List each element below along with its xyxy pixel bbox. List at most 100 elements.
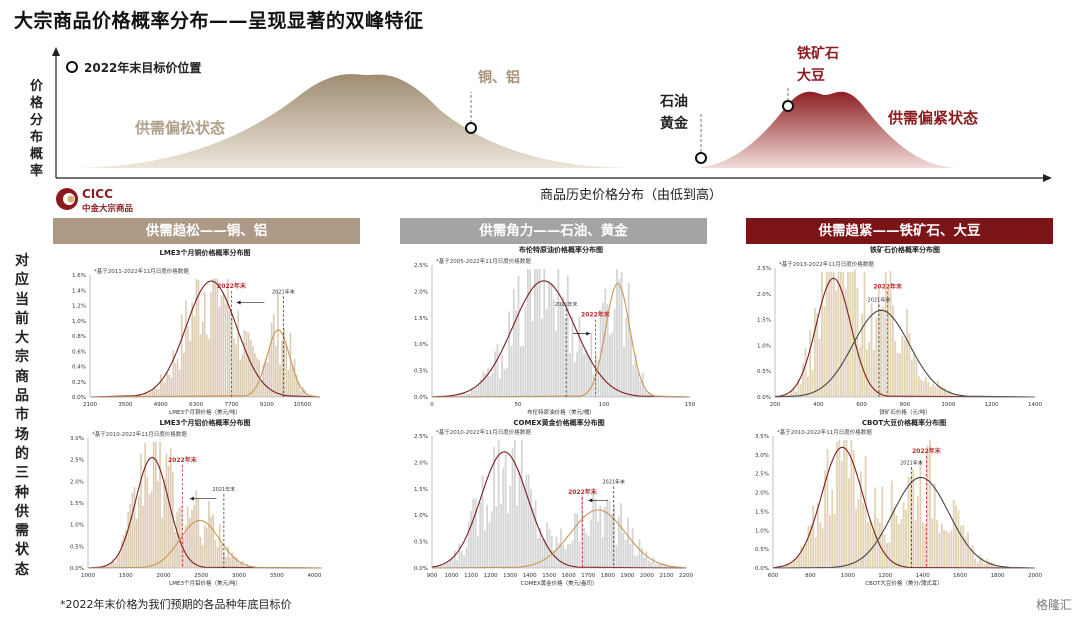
histogram-bar xyxy=(129,503,132,568)
x-tick-label: 800 xyxy=(805,573,816,579)
y-tick-label: 0.0% xyxy=(755,566,769,572)
y-tick-label: 1.2% xyxy=(72,304,86,310)
y-tick-label: 1.0% xyxy=(414,342,428,348)
y-tick-label: 2.5% xyxy=(755,472,769,478)
histogram-bar xyxy=(576,513,579,568)
histogram-bar xyxy=(587,536,590,568)
histogram-bar xyxy=(564,548,567,568)
histogram-bar xyxy=(174,531,176,568)
y-tick-label: 1.0% xyxy=(757,343,771,349)
histogram-bar xyxy=(281,340,283,397)
histogram-bar xyxy=(638,539,641,568)
histogram-bar xyxy=(487,368,489,397)
shift-arrow-head-icon xyxy=(586,331,591,336)
histogram-bar xyxy=(157,481,159,568)
histogram-bar xyxy=(165,453,168,568)
histogram-bar xyxy=(908,332,911,397)
vertical-label-char: 种 xyxy=(15,484,29,501)
histogram-bar xyxy=(869,519,872,568)
year-end-marker-label: 2022年末 xyxy=(568,488,598,496)
histogram-bar xyxy=(270,323,273,397)
chart-5: CBOT大豆价格概率分布图*基于2010-2022年11月日度价格数据 0.0% 0… xyxy=(755,418,1042,587)
y-axis-label-char: 格 xyxy=(30,95,44,111)
x-tick-label: 1500 xyxy=(542,573,556,579)
histogram-bar xyxy=(925,376,927,397)
histogram-bar xyxy=(639,380,642,397)
x-tick-label: 800 xyxy=(900,402,911,408)
histogram-bar xyxy=(289,332,292,397)
y-axis-label-char: 分 xyxy=(30,112,43,128)
histogram-bar xyxy=(788,563,791,568)
histogram-bar xyxy=(539,527,542,568)
histogram-bar xyxy=(123,535,125,568)
histogram-bar xyxy=(631,527,634,568)
histogram-bar xyxy=(502,468,505,568)
histogram-bar xyxy=(260,379,262,397)
histogram-bar xyxy=(106,566,108,568)
histogram-bar xyxy=(608,500,611,568)
histogram-bar xyxy=(552,299,555,397)
histogram-bar xyxy=(191,509,193,568)
x-tick-label: 7700 xyxy=(225,402,239,408)
histogram-bar xyxy=(214,539,217,568)
histogram-bar xyxy=(146,476,149,568)
histogram-bar xyxy=(482,372,485,397)
footnote: *2022年末价格为我们预期的各品种年底目标价 xyxy=(60,598,292,611)
histogram-bar xyxy=(948,389,951,397)
histogram-bar xyxy=(264,359,267,397)
histogram-bar xyxy=(627,517,629,568)
histogram-bar xyxy=(967,532,969,568)
histogram-bar xyxy=(874,487,877,568)
y-tick-label: 2.0% xyxy=(70,479,84,485)
histogram-bar xyxy=(983,564,986,568)
y-tick-label: 0.0% xyxy=(757,395,771,401)
histogram-bar xyxy=(632,364,635,397)
histogram-bar xyxy=(220,296,223,397)
histogram-bar xyxy=(932,383,934,397)
histogram-bar xyxy=(602,302,604,397)
histogram-bar xyxy=(295,374,298,397)
histogram-bar xyxy=(453,550,456,568)
histogram-bar xyxy=(919,459,922,568)
histogram-bar xyxy=(477,536,479,568)
histogram-bar xyxy=(957,510,960,568)
histogram-bar xyxy=(636,555,639,568)
histogram-bar xyxy=(604,507,606,568)
histogram-bar xyxy=(201,545,204,568)
histogram-bar xyxy=(491,372,494,397)
histogram-bar xyxy=(931,518,934,568)
histogram-bar xyxy=(131,492,134,568)
histogram-bar xyxy=(472,498,475,568)
histogram-bar xyxy=(875,317,878,397)
histogram-bar xyxy=(164,382,166,397)
histogram-bar xyxy=(516,505,519,568)
chart-4: COMEX黄金价格概率分布图*基于2010-2022年11月日度价格数据 0.0%… xyxy=(414,418,693,587)
histogram-bar xyxy=(508,311,510,397)
histogram-bar xyxy=(634,354,637,397)
histogram-bar xyxy=(664,563,666,568)
density-curve xyxy=(431,509,687,569)
histogram-bar xyxy=(557,268,560,397)
histogram-bar xyxy=(900,518,903,568)
year-end-marker-label: 2022年末 xyxy=(581,311,611,319)
histogram-bar xyxy=(597,521,599,568)
histogram-bar xyxy=(543,539,546,568)
vertical-label-char: 前 xyxy=(15,310,29,327)
histogram-bar xyxy=(222,292,225,397)
x-tick-label: 1000 xyxy=(941,402,955,408)
histogram-bar xyxy=(483,530,486,568)
y-tick-label: 2.5% xyxy=(757,266,771,272)
vertical-label-char: 宗 xyxy=(15,349,29,366)
histogram-bar xyxy=(894,340,897,397)
histogram-bar xyxy=(517,275,520,397)
histogram-bar xyxy=(993,563,996,568)
histogram-bar xyxy=(880,308,882,397)
x-tick-label: 4000 xyxy=(307,573,321,579)
histogram-bar xyxy=(840,460,843,568)
y-axis-label-char: 概 xyxy=(30,146,43,162)
histogram-bar xyxy=(151,389,154,397)
soy-label: 大豆 xyxy=(797,67,825,84)
histogram-bar xyxy=(161,517,163,568)
histogram-bar xyxy=(802,363,804,397)
histogram-bar xyxy=(823,306,826,397)
